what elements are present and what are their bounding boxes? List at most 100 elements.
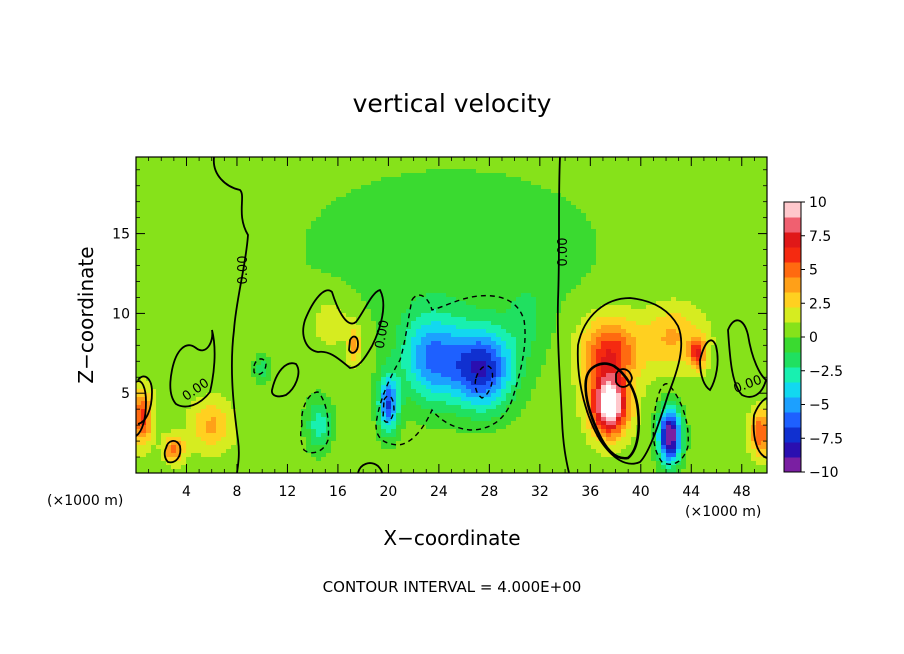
field-cell — [161, 221, 167, 226]
field-cell — [321, 269, 327, 274]
field-cell — [721, 185, 727, 190]
field-cell — [591, 161, 597, 166]
field-cell — [451, 257, 457, 262]
field-cell — [656, 309, 662, 314]
field-cell — [201, 233, 207, 238]
field-cell — [616, 245, 622, 250]
field-cell — [581, 165, 587, 170]
field-cell — [621, 201, 627, 206]
field-cell — [351, 185, 357, 190]
field-cell — [661, 181, 667, 186]
field-cell — [341, 309, 347, 314]
field-cell — [386, 177, 392, 182]
field-cell — [391, 305, 397, 310]
field-cell — [536, 309, 542, 314]
field-cell — [676, 197, 682, 202]
field-cell — [721, 201, 727, 206]
field-cell — [436, 281, 442, 286]
field-cell — [696, 269, 702, 274]
field-cell — [426, 261, 432, 266]
field-cell — [301, 169, 307, 174]
field-cell — [256, 289, 262, 294]
field-cell — [351, 245, 357, 250]
field-cell — [761, 301, 767, 306]
field-cell — [621, 209, 627, 214]
field-cell — [221, 277, 227, 282]
field-cell — [336, 245, 342, 250]
field-cell — [306, 281, 312, 286]
field-cell — [216, 205, 222, 210]
field-cell — [611, 281, 617, 286]
field-cell — [576, 197, 582, 202]
field-cell — [366, 173, 372, 178]
field-cell — [181, 277, 187, 282]
field-cell — [596, 237, 602, 242]
field-cell — [701, 301, 707, 306]
field-cell — [551, 261, 557, 266]
field-cell — [406, 301, 412, 306]
field-cell — [731, 229, 737, 234]
field-cell — [436, 261, 442, 266]
field-cell — [581, 245, 587, 250]
field-cell — [156, 309, 162, 314]
field-cell — [456, 201, 462, 206]
field-cell — [201, 225, 207, 230]
field-cell — [396, 193, 402, 198]
field-cell — [621, 233, 627, 238]
field-cell — [246, 189, 252, 194]
field-cell — [286, 181, 292, 186]
field-cell — [281, 209, 287, 214]
field-cell — [646, 177, 652, 182]
field-cell — [521, 161, 527, 166]
field-cell — [756, 253, 762, 258]
field-cell — [701, 261, 707, 266]
field-cell — [561, 189, 567, 194]
field-cell — [551, 253, 557, 258]
field-cell — [656, 229, 662, 234]
field-cell — [681, 297, 687, 302]
field-cell — [711, 193, 717, 198]
field-cell — [731, 165, 737, 170]
field-cell — [741, 233, 747, 238]
field-cell — [706, 217, 712, 222]
field-cell — [221, 241, 227, 246]
field-cell — [351, 205, 357, 210]
field-cell — [551, 285, 557, 290]
field-cell — [381, 221, 387, 226]
field-cell — [396, 213, 402, 218]
field-cell — [671, 221, 677, 226]
field-cell — [366, 305, 372, 310]
field-cell — [391, 261, 397, 266]
field-cell — [236, 209, 242, 214]
field-cell — [231, 197, 237, 202]
field-cell — [456, 297, 462, 302]
field-cell — [501, 225, 507, 230]
field-cell — [486, 257, 492, 262]
field-cell — [661, 293, 667, 298]
field-cell — [181, 285, 187, 290]
field-cell — [201, 217, 207, 222]
field-cell — [691, 189, 697, 194]
field-cell — [286, 157, 292, 162]
field-cell — [176, 261, 182, 266]
field-cell — [156, 289, 162, 294]
field-cell — [456, 217, 462, 222]
field-cell — [171, 189, 177, 194]
field-cell — [616, 269, 622, 274]
field-cell — [316, 313, 322, 318]
field-cell — [166, 201, 172, 206]
field-cell — [226, 257, 232, 262]
field-cell — [591, 261, 597, 266]
field-cell — [546, 225, 552, 230]
field-cell — [171, 249, 177, 254]
field-cell — [306, 289, 312, 294]
field-cell — [396, 249, 402, 254]
field-cell — [346, 297, 352, 302]
field-cell — [401, 297, 407, 302]
field-cell — [216, 217, 222, 222]
field-cell — [671, 189, 677, 194]
field-cell — [481, 181, 487, 186]
field-cell — [196, 289, 202, 294]
field-cell — [551, 169, 557, 174]
